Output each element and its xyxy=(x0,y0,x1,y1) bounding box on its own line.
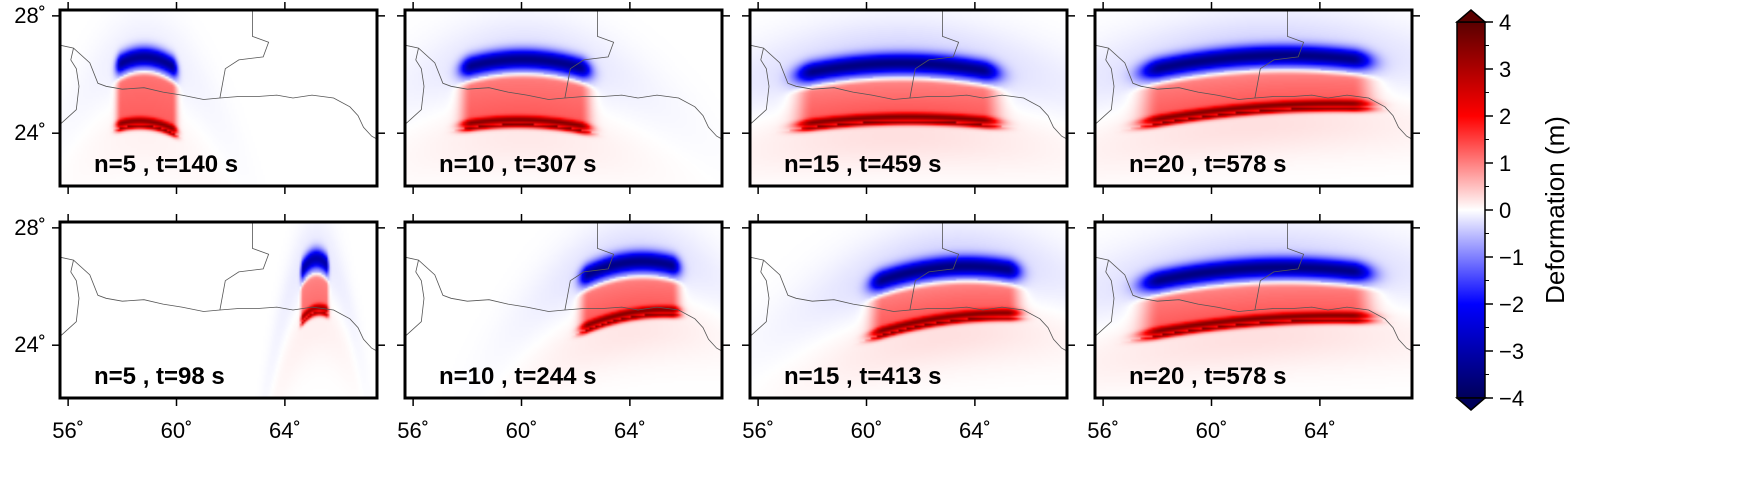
coastline xyxy=(1095,260,1115,337)
border-line xyxy=(219,222,270,311)
lon-tick-label: 64˚ xyxy=(269,418,301,443)
panel-label: n=10 , t=307 s xyxy=(439,151,596,178)
coastline xyxy=(750,256,1067,352)
panel-frame xyxy=(1093,220,1414,400)
coastline xyxy=(405,256,722,352)
lon-tick-label: 56˚ xyxy=(52,418,84,443)
colorbar-tick-label: 0 xyxy=(1499,198,1511,223)
border-line xyxy=(909,222,960,311)
lon-tick-label: 60˚ xyxy=(161,418,193,443)
panel-label: n=10 , t=244 s xyxy=(439,363,596,390)
panel-frame xyxy=(58,220,379,400)
lat-tick-label: 28˚ xyxy=(14,215,46,240)
coastline xyxy=(1095,256,1412,352)
coastline xyxy=(60,256,377,352)
colorbar-min-triangle xyxy=(1454,397,1488,411)
lon-tick-label: 64˚ xyxy=(1304,418,1336,443)
colorbar-tick-label: −1 xyxy=(1499,245,1524,270)
coastline xyxy=(60,48,80,125)
colorbar-gradient xyxy=(1456,21,1486,399)
lon-tick-label: 60˚ xyxy=(1196,418,1228,443)
lon-tick-label: 60˚ xyxy=(851,418,883,443)
map-panels: 24˚ 28˚ n=5 , t=140 s n=10 , t=307 s n=15 , … xyxy=(14,2,1420,443)
panel-frame xyxy=(403,8,724,188)
lat-tick-label: 24˚ xyxy=(14,120,46,145)
coastline xyxy=(60,44,377,140)
colorbar-tick-label: −3 xyxy=(1499,339,1524,364)
colorbar-tick-label: −2 xyxy=(1499,292,1524,317)
border-line xyxy=(219,10,270,99)
lon-tick-label: 64˚ xyxy=(959,418,991,443)
colorbar: 4 3 2 1 0 −1 −2 −3 −4 Deformation (m) xyxy=(1454,9,1570,411)
lat-tick-label: 28˚ xyxy=(14,3,46,28)
border-line xyxy=(909,10,960,99)
lat-tick-label: 24˚ xyxy=(14,332,46,357)
lon-tick-label: 56˚ xyxy=(1087,418,1119,443)
colorbar-max-triangle xyxy=(1454,9,1488,23)
coastline xyxy=(1095,48,1115,125)
coastline xyxy=(1095,44,1412,140)
map-panel-1: 24˚ 28˚ n=5 , t=140 s xyxy=(14,2,385,194)
map-panel-5: 24˚ 28˚ 56˚ 60˚ 64˚ n=5 , t=98 s xyxy=(14,214,385,443)
panel-label: n=15 , t=413 s xyxy=(784,363,941,390)
lon-tick-label: 64˚ xyxy=(614,418,646,443)
panel-frame xyxy=(748,220,1069,400)
lon-tick-label: 56˚ xyxy=(742,418,774,443)
colorbar-tick-label: 3 xyxy=(1499,57,1511,82)
colorbar-tick-label: 4 xyxy=(1499,10,1511,35)
map-panel-4: n=20 , t=578 s xyxy=(1087,2,1420,194)
coastline xyxy=(750,260,770,337)
map-panel-7: 56˚ 60˚ 64˚ n=15 , t=413 s xyxy=(742,214,1075,443)
panel-frame xyxy=(748,8,1069,188)
coastline xyxy=(60,260,80,337)
colorbar-tick-label: −4 xyxy=(1499,386,1524,411)
coastline xyxy=(405,260,425,337)
border-line xyxy=(1254,10,1305,99)
coastline xyxy=(750,44,1067,140)
lon-tick-label: 56˚ xyxy=(397,418,429,443)
lon-tick-label: 60˚ xyxy=(506,418,538,443)
panel-frame xyxy=(1093,8,1414,188)
panel-label: n=20 , t=578 s xyxy=(1129,151,1286,178)
colorbar-title: Deformation (m) xyxy=(1540,116,1570,304)
panel-label: n=5 , t=98 s xyxy=(94,363,225,390)
map-panel-3: n=15 , t=459 s xyxy=(742,2,1075,194)
border-line xyxy=(564,10,615,99)
coastline xyxy=(405,44,722,140)
map-panel-6: 56˚ 60˚ 64˚ n=10 , t=244 s xyxy=(397,214,730,443)
border-line xyxy=(564,222,615,311)
coastline xyxy=(405,48,425,125)
panel-label: n=15 , t=459 s xyxy=(784,151,941,178)
panel-frame xyxy=(403,220,724,400)
map-panel-2: n=10 , t=307 s xyxy=(397,2,730,194)
border-line xyxy=(1254,222,1305,311)
map-panel-8: 56˚ 60˚ 64˚ n=20 , t=578 s xyxy=(1087,214,1420,443)
colorbar-tick-label: 2 xyxy=(1499,104,1511,129)
panel-label: n=20 , t=578 s xyxy=(1129,363,1286,390)
panel-label: n=5 , t=140 s xyxy=(94,151,238,178)
colorbar-tick-label: 1 xyxy=(1499,151,1511,176)
coastline xyxy=(750,48,770,125)
panel-frame xyxy=(58,8,379,188)
